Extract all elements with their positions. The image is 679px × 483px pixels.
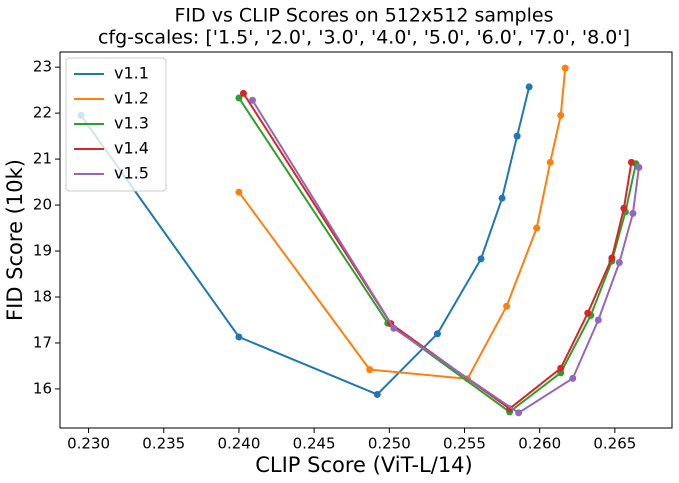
y-tick-label: 22 [33, 104, 52, 122]
data-point [503, 302, 511, 310]
x-tick-label: 0.260 [518, 435, 561, 453]
series-line [80, 86, 531, 396]
y-tick-label: 16 [33, 379, 52, 397]
data-point [608, 254, 616, 262]
series-line [242, 92, 633, 410]
data-point [620, 204, 628, 212]
data-point [235, 94, 243, 102]
data-point [627, 158, 635, 166]
data-point [513, 132, 521, 140]
data-point [569, 374, 577, 382]
x-tick-label: 0.250 [368, 435, 411, 453]
legend: v1.1 v1.2 v1.3 v1.4 v1.5 [65, 57, 167, 192]
data-point [561, 64, 569, 72]
legend-label: v1.3 [114, 114, 149, 133]
legend-label: v1.4 [114, 139, 149, 158]
data-point [594, 316, 602, 324]
data-point [248, 96, 256, 104]
x-tick-label: 0.235 [142, 435, 185, 453]
x-tick-label: 0.245 [293, 435, 336, 453]
data-point [390, 324, 398, 332]
legend-label: v1.5 [114, 164, 149, 183]
data-point [533, 224, 541, 232]
data-point [557, 111, 565, 119]
data-point [373, 390, 381, 398]
data-point [477, 255, 485, 263]
data-point [615, 259, 623, 267]
data-point [235, 333, 243, 341]
series-line [238, 67, 567, 380]
data-point [584, 309, 592, 317]
data-point [557, 364, 565, 372]
series-line [251, 99, 640, 415]
data-point [546, 158, 554, 166]
legend-label: v1.1 [114, 64, 149, 83]
data-point [366, 366, 374, 374]
legend-box [65, 57, 167, 192]
y-tick-label: 18 [33, 287, 52, 305]
data-point [498, 194, 506, 202]
x-tick-label: 0.240 [217, 435, 260, 453]
data-point [629, 209, 637, 217]
x-tick-label: 0.230 [67, 435, 110, 453]
x-tick-label: 0.255 [443, 435, 486, 453]
plot-frame [59, 51, 673, 429]
y-axis-label: FID Score (10k) [3, 159, 27, 321]
data-point [433, 330, 441, 338]
x-tick-label: 0.265 [593, 435, 636, 453]
y-tick-label: 21 [33, 150, 52, 168]
y-tick-label: 23 [33, 58, 52, 76]
plot-area [77, 64, 643, 417]
data-point [525, 83, 533, 91]
legend-label: v1.2 [114, 89, 149, 108]
series-line [238, 97, 637, 414]
y-tick-label: 19 [33, 242, 52, 260]
y-tick-label: 17 [33, 333, 52, 351]
data-point [235, 188, 243, 196]
chart-subtitle: cfg-scales: ['1.5', '2.0', '3.0', '4.0',… [98, 27, 630, 49]
x-axis-label: CLIP Score (ViT-L/14) [255, 453, 473, 477]
data-point [239, 89, 247, 97]
data-point [515, 409, 523, 417]
chart-title: FID vs CLIP Scores on 512x512 samples [175, 5, 554, 27]
y-tick-label: 20 [33, 196, 52, 214]
data-point [635, 163, 643, 171]
